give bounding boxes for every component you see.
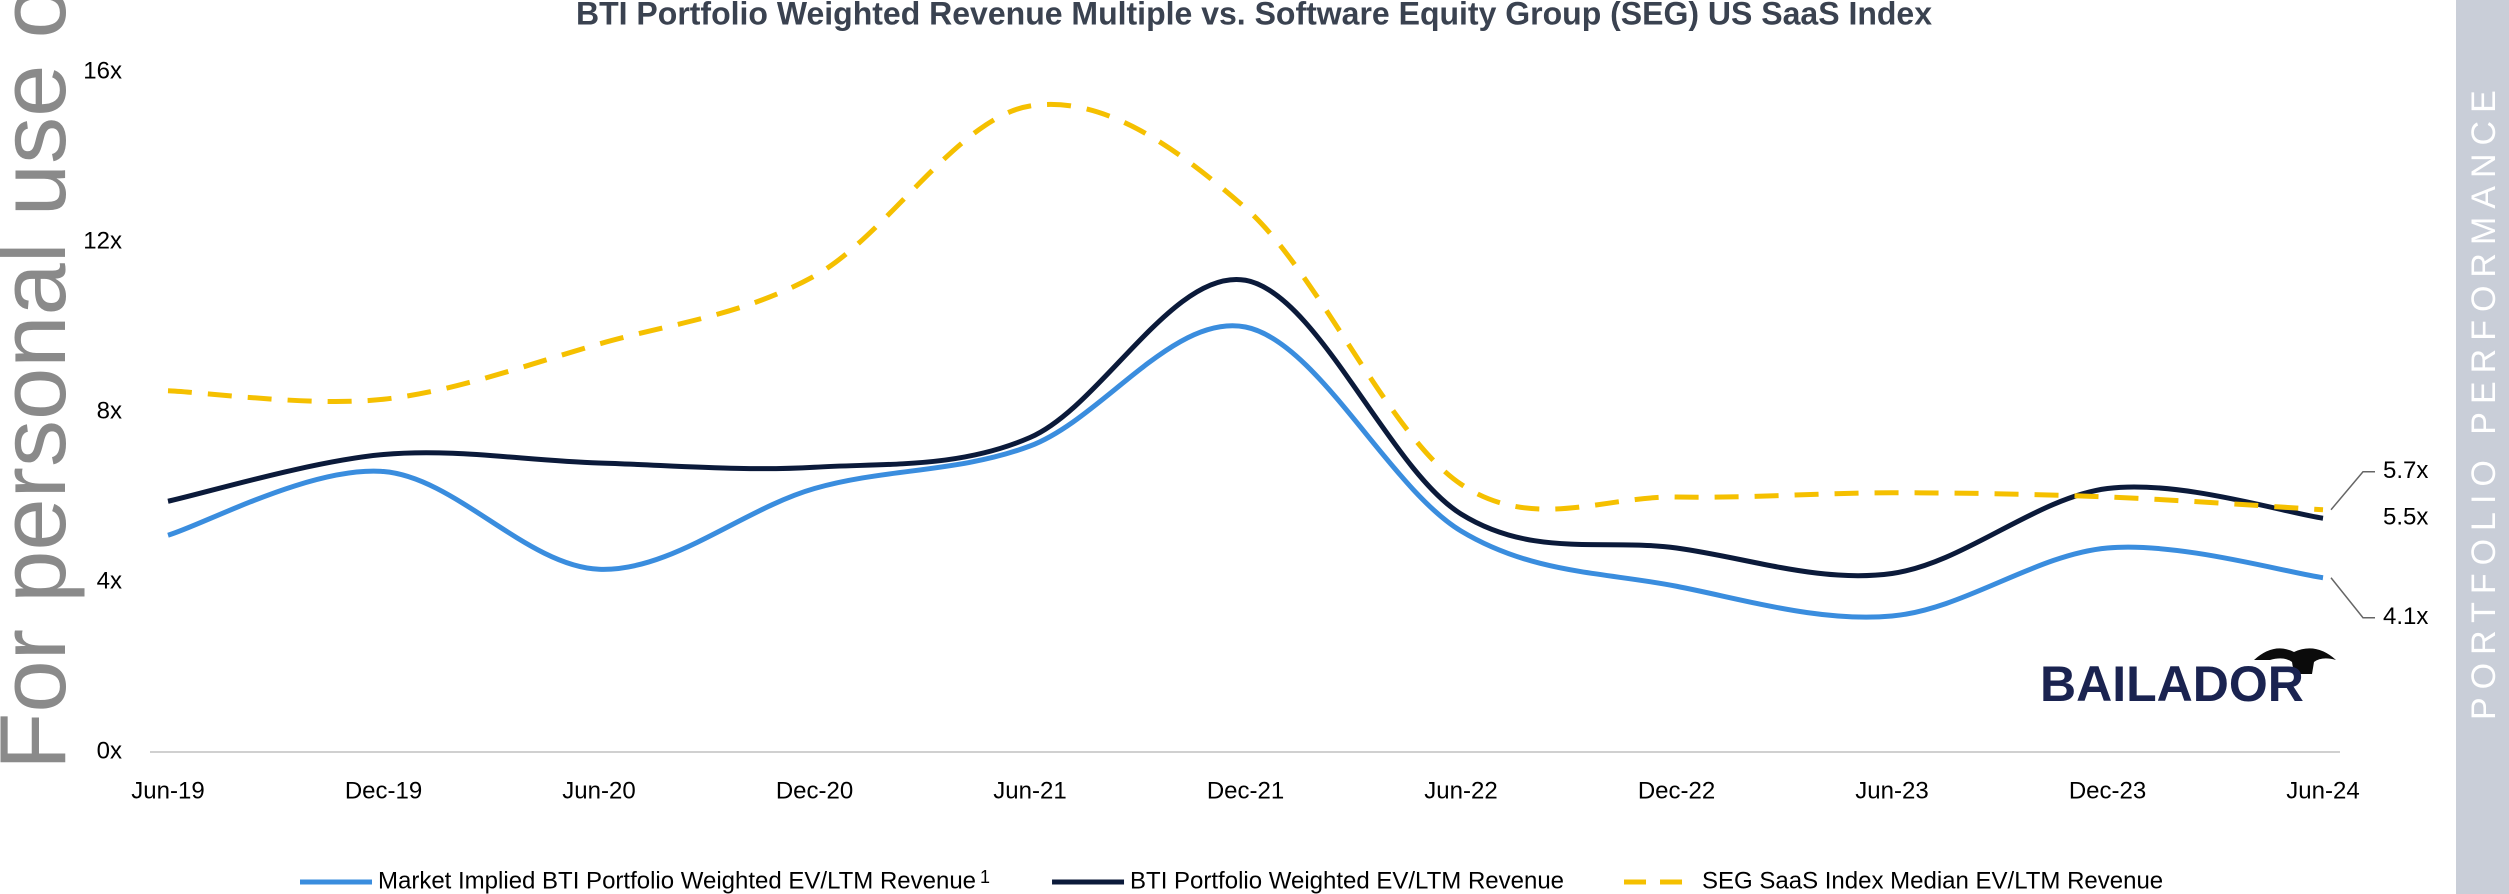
chart-title: BTI Portfolio Weighted Revenue Multiple … [576,0,1932,31]
x-tick-label: Jun-24 [2286,777,2359,804]
legend-label: BTI Portfolio Weighted EV/LTM Revenue [1130,867,1564,894]
legend-label: SEG SaaS Index Median EV/LTM Revenue [1702,867,2163,894]
side-banner: PORTFOLIO PERFORMANCE [2465,82,2503,720]
logo: BAILADOR [2040,656,2304,712]
x-tick-label: Dec-19 [345,777,422,804]
data-label: 5.7x [2383,457,2428,484]
series-line [167,102,2324,513]
series-line [167,276,2324,579]
y-tick-label: 4x [97,567,122,594]
x-tick-label: Jun-23 [1855,777,1928,804]
x-tick-label: Jun-19 [131,777,204,804]
series-line [167,323,2324,620]
y-tick-label: 0x [97,737,122,764]
y-tick-label: 12x [83,227,122,254]
logo-group: BAILADOR [2040,648,2336,712]
x-tick-label: Dec-21 [1207,777,1284,804]
x-tick-label: Dec-22 [1638,777,1715,804]
label-leader [2330,577,2375,619]
x-tick-label: Jun-20 [562,777,635,804]
legend-footnote: 1 [980,867,990,887]
side-banner-bg [2456,0,2509,894]
data-label: 4.1x [2383,603,2428,630]
x-tick-label: Dec-23 [2069,777,2146,804]
legend: Market Implied BTI Portfolio Weighted EV… [300,867,2163,894]
logo-icon [2254,648,2336,674]
label-leader [2330,471,2375,511]
y-tick-label: 8x [97,397,122,424]
data-label: 5.5x [2383,504,2428,531]
y-tick-label: 16x [83,57,122,84]
x-tick-label: Dec-20 [776,777,853,804]
legend-label: Market Implied BTI Portfolio Weighted EV… [378,867,976,894]
x-tick-label: Jun-21 [993,777,1066,804]
watermark: For personal use only [0,0,85,770]
x-tick-label: Jun-22 [1424,777,1497,804]
